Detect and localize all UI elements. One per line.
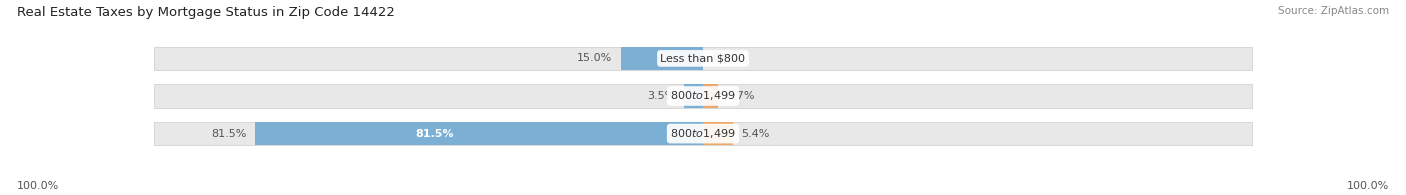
Bar [620,47,703,70]
Text: 0.0%: 0.0% [711,53,740,63]
Text: Source: ZipAtlas.com: Source: ZipAtlas.com [1278,6,1389,16]
Bar [703,122,733,145]
Text: 100.0%: 100.0% [1347,181,1389,191]
Text: Real Estate Taxes by Mortgage Status in Zip Code 14422: Real Estate Taxes by Mortgage Status in … [17,6,395,19]
Text: $800 to $1,499: $800 to $1,499 [671,90,735,103]
Text: 3.5%: 3.5% [647,91,675,101]
Text: 100.0%: 100.0% [17,181,59,191]
Bar [256,122,703,145]
Text: 81.5%: 81.5% [415,129,454,139]
Text: 2.7%: 2.7% [727,91,755,101]
Bar [153,84,1253,108]
Bar [683,84,703,108]
Bar [153,122,1253,145]
Text: 5.4%: 5.4% [741,129,770,139]
Text: Less than $800: Less than $800 [661,53,745,63]
Text: $800 to $1,499: $800 to $1,499 [671,127,735,140]
Text: 15.0%: 15.0% [576,53,612,63]
Bar [703,84,718,108]
Bar [153,47,1253,70]
Text: 81.5%: 81.5% [211,129,246,139]
